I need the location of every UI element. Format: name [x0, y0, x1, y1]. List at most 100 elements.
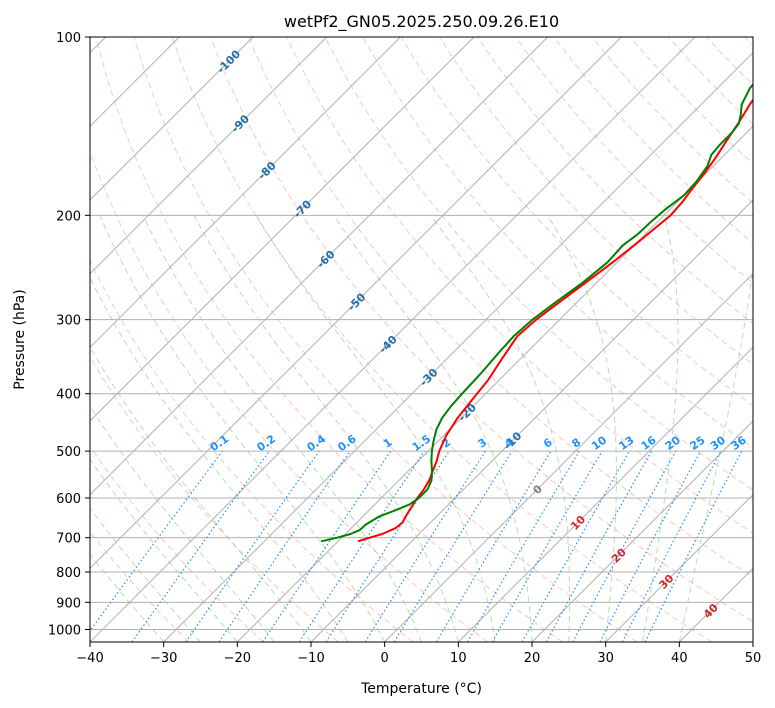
- mixing-ratio-label: 30: [708, 433, 728, 453]
- isotherm-line: [531, 420, 753, 642]
- y-tick-label: 300: [56, 314, 81, 329]
- isotherm-gridlines: [90, 37, 753, 642]
- moist-adiabat: [90, 458, 238, 642]
- y-tick-label: 200: [56, 209, 81, 224]
- y-axis-ticks: 100 200 300 400 500 600 700 800 900 1000: [48, 31, 90, 638]
- x-tick-label: 10: [450, 651, 467, 666]
- isotherm-line: [457, 346, 753, 642]
- isotherm-label: 40: [701, 601, 721, 621]
- mixing-ratio-line: [90, 450, 223, 632]
- y-axis-label: Pressure (hPa): [12, 289, 28, 389]
- mixing-ratio-line: [298, 450, 425, 642]
- dry-adiabat: [90, 150, 488, 642]
- mixing-ratio-label: 16: [639, 433, 659, 453]
- isotherm-label: 0: [530, 482, 545, 497]
- isotherm-label: -70: [291, 197, 314, 220]
- isobar-gridlines: [90, 37, 753, 630]
- mixing-ratio-line: [393, 450, 513, 642]
- dry-adiabat: [95, 37, 563, 642]
- isotherm-line: [90, 37, 401, 349]
- y-tick-label: 400: [56, 388, 81, 403]
- x-tick-label: −10: [297, 651, 324, 666]
- moist-adiabat: [90, 553, 165, 642]
- y-tick-label: 1000: [48, 623, 81, 638]
- dry-adiabat: [171, 37, 712, 642]
- x-tick-label: 40: [671, 651, 688, 666]
- dry-adiabats: [90, 37, 753, 642]
- dry-adiabat: [324, 37, 753, 491]
- moist-adiabat: [430, 215, 571, 642]
- mixing-ratio-line: [435, 450, 552, 642]
- moist-adiabat: [642, 215, 679, 642]
- mixing-ratio-line: [521, 450, 631, 642]
- mixing-ratio-line: [572, 450, 677, 642]
- x-tick-label: 30: [597, 651, 614, 666]
- x-tick-label: −30: [150, 651, 177, 666]
- plot-frame: [89, 36, 754, 643]
- moist-adiabat: [99, 215, 386, 642]
- mixing-ratio-line: [466, 450, 580, 642]
- isotherm-line: [90, 37, 254, 201]
- dry-adiabat: [90, 445, 264, 642]
- mixing-ratio-line: [218, 450, 351, 642]
- x-axis-ticks: −40 −30 −20 −10 0 10 20 30 40 50: [76, 642, 761, 666]
- mixing-ratio-line: [599, 450, 702, 642]
- moist-adiabat: [90, 507, 201, 642]
- x-axis-label: Temperature (°C): [360, 681, 482, 697]
- moist-adiabat: [142, 215, 422, 642]
- isotherm-line: [90, 37, 328, 275]
- moist-adiabat: [90, 346, 312, 642]
- moist-adiabat: [90, 405, 275, 642]
- x-tick-label: 50: [745, 651, 762, 666]
- mixing-ratio-line: [644, 450, 743, 642]
- isotherm-label: 20: [609, 546, 629, 566]
- dry-adiabat: [744, 37, 753, 47]
- isotherm-label: 30: [657, 572, 677, 592]
- isotherm-label: -100: [215, 47, 244, 76]
- isotherm-line: [605, 493, 753, 642]
- isotherm-line: [678, 567, 753, 642]
- dry-adiabat: [553, 37, 753, 244]
- dry-adiabat: [286, 37, 753, 534]
- x-tick-label: −40: [76, 651, 103, 666]
- isotherm-line: [90, 37, 622, 570]
- mixing-ratio-label: 25: [688, 433, 708, 452]
- mixing-ratio-label: 13: [616, 434, 636, 453]
- x-tick-label: −20: [224, 651, 251, 666]
- mixing-ratio-line: [325, 450, 450, 642]
- dry-adiabat: [248, 37, 753, 578]
- y-tick-label: 100: [56, 31, 81, 46]
- dry-adiabat: [90, 531, 190, 642]
- y-tick-label: 500: [56, 445, 81, 460]
- isotherm-line: [163, 51, 753, 642]
- profiles: [320, 83, 753, 543]
- dry-adiabat: [668, 37, 753, 125]
- mixing-ratio-line: [545, 450, 653, 642]
- temperature-profile: [357, 98, 753, 543]
- isotherm-label: -30: [417, 366, 440, 389]
- isotherm-line: [90, 37, 696, 642]
- dry-adiabat: [90, 259, 414, 642]
- moist-adiabat: [678, 264, 753, 642]
- dry-adiabat: [210, 37, 753, 623]
- moist-adiabat: [547, 215, 617, 642]
- dry-adiabat: [515, 37, 753, 284]
- mixing-ratio-line: [131, 450, 270, 642]
- isotherm-line: [90, 37, 549, 496]
- x-tick-label: 0: [381, 651, 389, 666]
- chart-title: wetPf2_GN05.2025.250.09.26.E10: [284, 12, 559, 32]
- mixing-ratio-label: 36: [729, 433, 749, 453]
- x-tick-label: 20: [524, 651, 541, 666]
- y-tick-label: 800: [56, 566, 81, 581]
- dry-adiabat: [133, 37, 638, 642]
- moist-adiabat: [193, 215, 459, 642]
- dewpoint-profile: [320, 83, 753, 543]
- y-tick-label: 900: [56, 596, 81, 611]
- isotherm-line: [90, 37, 475, 422]
- mixing-ratio-label: 3: [476, 436, 490, 451]
- y-tick-label: 700: [56, 532, 81, 547]
- isotherm-line: [384, 272, 753, 642]
- isotherm-line: [752, 641, 753, 642]
- mixing-ratio-line: [364, 450, 486, 642]
